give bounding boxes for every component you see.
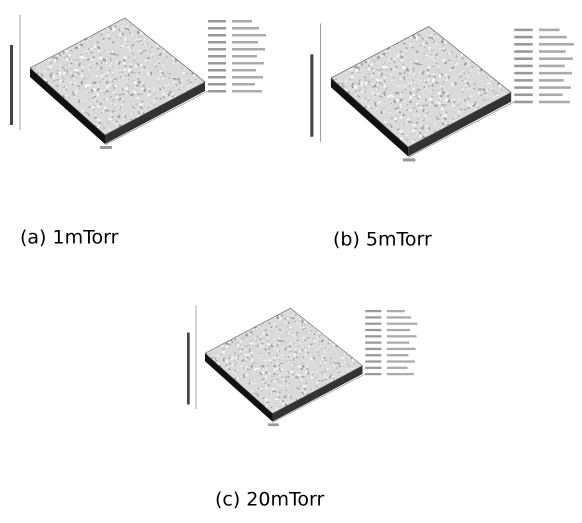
axis-label: [100, 146, 112, 149]
info-text: [514, 93, 533, 96]
info-text: [365, 367, 381, 369]
info-text: [208, 48, 226, 51]
info-text: [539, 93, 563, 96]
color-bar: [187, 333, 190, 405]
info-text: [365, 329, 381, 331]
surface-texture: [331, 27, 511, 148]
info-text: [208, 76, 226, 79]
info-text: [232, 62, 264, 65]
figure: (a) 1mTorr (b) 5mTorr (c) 20mTorr: [0, 0, 582, 519]
info-text: [232, 69, 256, 72]
afm-image: [187, 306, 417, 427]
info-text: [208, 83, 226, 86]
info-text: [365, 354, 381, 356]
info-text: [387, 373, 414, 375]
color-bar: [310, 54, 313, 136]
info-text: [387, 354, 409, 356]
caption: (a) 1mTorr: [20, 227, 119, 249]
info-text: [232, 27, 259, 30]
info-text: [365, 348, 381, 350]
info-text: [387, 360, 415, 362]
info-text: [232, 76, 263, 79]
info-text: [514, 36, 533, 39]
info-text: [232, 48, 265, 51]
info-text: [208, 27, 226, 30]
info-text: [232, 55, 257, 58]
surface-texture: [205, 308, 363, 413]
info-text: [387, 323, 418, 325]
info-text: [232, 83, 255, 86]
info-text: [208, 62, 226, 65]
info-text: [514, 57, 533, 60]
info-text: [232, 41, 258, 44]
info-text: [539, 86, 571, 89]
info-text: [208, 69, 226, 72]
info-text: [539, 72, 572, 75]
caption: (c) 20mTorr: [215, 489, 324, 511]
color-bar: [10, 45, 13, 125]
info-text: [208, 41, 226, 44]
info-text: [365, 360, 381, 362]
info-text: [514, 43, 533, 46]
info-text: [208, 20, 226, 23]
axis-label: [403, 158, 415, 161]
info-text: [232, 34, 266, 37]
info-text: [387, 316, 411, 318]
info-text: [387, 348, 416, 350]
info-text: [539, 50, 566, 53]
afm-image: [310, 23, 574, 161]
info-text: [365, 323, 381, 325]
info-text: [365, 335, 381, 337]
info-text: [208, 55, 226, 58]
info-text: [514, 101, 533, 104]
info-text: [514, 29, 533, 32]
info-text: [514, 79, 533, 82]
info-text: [514, 65, 533, 68]
afm-image: [10, 15, 266, 149]
info-text: [539, 36, 567, 39]
caption: (b) 5mTorr: [333, 229, 432, 251]
info-text: [387, 335, 417, 337]
info-text: [208, 90, 226, 93]
info-text: [387, 329, 410, 331]
info-text: [539, 57, 573, 60]
info-text: [514, 72, 533, 75]
surface-texture: [30, 18, 205, 135]
panels: [10, 15, 574, 426]
info-text: [365, 342, 381, 344]
info-text: [387, 310, 405, 312]
info-text: [387, 342, 410, 344]
info-text: [539, 101, 570, 104]
info-text: [232, 20, 252, 23]
info-text: [208, 34, 226, 37]
info-text: [365, 373, 381, 375]
info-text: [232, 90, 262, 93]
info-text: [387, 367, 408, 369]
info-text: [539, 65, 565, 68]
info-text: [539, 79, 564, 82]
info-text: [514, 50, 533, 53]
info-text: [514, 86, 533, 89]
axis-label: [268, 423, 279, 426]
info-text: [539, 29, 560, 32]
info-text: [539, 43, 574, 46]
info-text: [365, 310, 381, 312]
info-text: [365, 316, 381, 318]
